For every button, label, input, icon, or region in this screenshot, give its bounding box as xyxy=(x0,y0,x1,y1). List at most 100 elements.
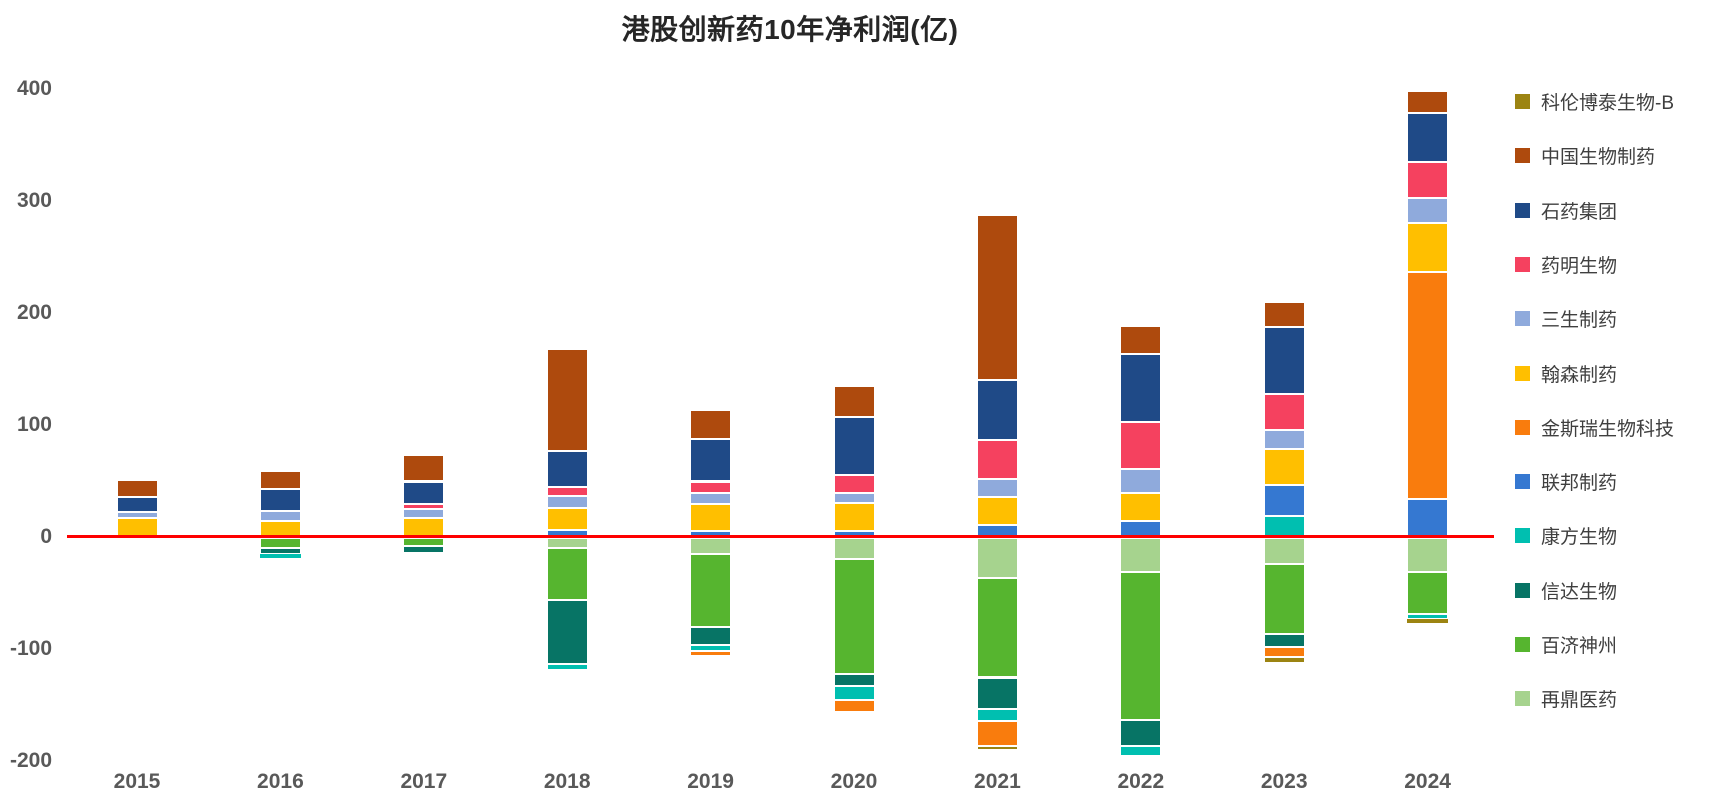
y-tick-label: -200 xyxy=(9,748,52,772)
bar-segment-三生制药-2015 xyxy=(116,511,158,519)
bar-segment-百济神州-2021 xyxy=(976,577,1018,678)
bar-segment-药明生物-2019 xyxy=(690,481,732,493)
legend-item-石药集团: 石药集团 xyxy=(1515,197,1617,224)
bar-segment-再鼎医药-2021 xyxy=(976,537,1018,578)
bar-segment-金斯瑞生物科技-2019 xyxy=(690,650,732,657)
bar-segment-康方生物-2019 xyxy=(690,645,732,651)
y-tick-label: 400 xyxy=(16,76,52,100)
bar-segment-信达生物-2017 xyxy=(403,546,445,554)
legend-swatch-icon xyxy=(1515,637,1530,652)
legend-swatch-icon xyxy=(1515,419,1530,435)
bar-segment-三生制药-2019 xyxy=(690,492,732,504)
legend-label: 翰森制药 xyxy=(1541,364,1618,386)
bar-segment-石药集团-2024 xyxy=(1407,113,1449,163)
bar-segment-科伦博泰生物-B-2023 xyxy=(1263,657,1305,663)
legend-label: 联邦制药 xyxy=(1541,473,1618,495)
legend-label: 康方生物 xyxy=(1541,527,1618,549)
legend-swatch-icon xyxy=(1515,691,1530,707)
bar-segment-药明生物-2021 xyxy=(976,440,1018,480)
bar-segment-中国生物制药-2015 xyxy=(116,480,158,498)
bar-segment-中国生物制药-2022 xyxy=(1120,325,1162,354)
bar-segment-信达生物-2018 xyxy=(546,600,588,665)
legend-label: 再鼎医药 xyxy=(1541,690,1618,712)
legend-item-信达生物: 信达生物 xyxy=(1515,577,1617,604)
chart-title: 港股创新药10年净利润(亿) xyxy=(621,14,959,45)
bar-segment-中国生物制药-2019 xyxy=(690,409,732,439)
bar-segment-康方生物-2016 xyxy=(259,554,301,558)
bar-segment-中国生物制药-2016 xyxy=(259,470,301,489)
legend-swatch-icon xyxy=(1515,256,1530,272)
bar-segment-康方生物-2022 xyxy=(1120,745,1162,756)
bar-segment-三生制药-2016 xyxy=(259,511,301,521)
bar-segment-百济神州-2016 xyxy=(259,537,301,548)
legend-label: 金斯瑞生物科技 xyxy=(1541,418,1675,440)
legend-label: 百济神州 xyxy=(1541,636,1618,657)
x-axis-label-2023: 2023 xyxy=(1260,770,1308,793)
bar-segment-再鼎医药-2018 xyxy=(546,537,588,548)
x-axis-label-2021: 2021 xyxy=(974,770,1021,793)
legend-label: 石药集团 xyxy=(1541,201,1618,223)
x-axis-label-2022: 2022 xyxy=(1117,770,1165,793)
bar-segment-药明生物-2017 xyxy=(403,503,445,509)
bar-segment-石药集团-2019 xyxy=(690,438,732,482)
bar-segment-中国生物制药-2018 xyxy=(546,349,588,452)
bar-segment-百济神州-2022 xyxy=(1120,572,1162,721)
bar-segment-三生制药-2022 xyxy=(1120,469,1162,493)
x-axis-label-2015: 2015 xyxy=(113,770,161,793)
bar-segment-百济神州-2018 xyxy=(546,547,588,601)
bar-segment-康方生物-2020 xyxy=(833,686,875,700)
legend-item-三生制药: 三生制药 xyxy=(1515,305,1617,332)
bar-segment-药明生物-2023 xyxy=(1263,394,1305,430)
bar-segment-三生制药-2024 xyxy=(1407,198,1449,223)
x-axis-label-2017: 2017 xyxy=(400,770,448,793)
bar-segment-中国生物制药-2023 xyxy=(1263,302,1305,327)
bar-segment-金斯瑞生物科技-2024 xyxy=(1407,272,1449,500)
bar-segment-翰森制药-2024 xyxy=(1407,222,1449,273)
bar-segment-翰森制药-2019 xyxy=(690,503,732,531)
legend-label: 三生制药 xyxy=(1541,310,1618,332)
bar-segment-再鼎医药-2023 xyxy=(1263,537,1305,565)
bar-segment-三生制药-2023 xyxy=(1263,429,1305,449)
x-axis-label-2019: 2019 xyxy=(687,770,734,793)
bar-segment-中国生物制药-2021 xyxy=(976,214,1018,380)
legend-swatch-icon xyxy=(1515,528,1530,544)
bar-segment-石药集团-2018 xyxy=(546,451,588,488)
bar-segment-再鼎医药-2019 xyxy=(690,537,732,555)
bar-segment-科伦博泰生物-B-2021 xyxy=(976,745,1018,751)
bar-segment-药明生物-2020 xyxy=(833,474,875,493)
bar-segment-中国生物制药-2017 xyxy=(403,454,445,482)
bar-segment-翰森制药-2020 xyxy=(833,502,875,531)
bar-segment-翰森制药-2018 xyxy=(546,508,588,530)
bar-segment-信达生物-2019 xyxy=(690,627,732,645)
bar-segment-百济神州-2020 xyxy=(833,558,875,675)
bar-segment-科伦博泰生物-B-2024 xyxy=(1407,619,1449,623)
y-tick-label: -100 xyxy=(9,636,52,660)
legend-item-联邦制药: 联邦制药 xyxy=(1515,468,1617,495)
bar-segment-三生制药-2017 xyxy=(403,508,445,519)
bar-segment-药明生物-2022 xyxy=(1120,422,1162,470)
bar-segment-联邦制药-2024 xyxy=(1407,499,1449,538)
legend-swatch-icon xyxy=(1515,148,1530,164)
legend-item-中国生物制药: 中国生物制药 xyxy=(1515,142,1655,169)
bar-segment-石药集团-2020 xyxy=(833,416,875,475)
bar-segment-金斯瑞生物科技-2021 xyxy=(976,721,1018,746)
bar-segment-百济神州-2017 xyxy=(403,537,445,547)
y-tick-label: 0 xyxy=(40,524,52,548)
bar-segment-中国生物制药-2024 xyxy=(1407,90,1449,113)
bar-segment-百济神州-2024 xyxy=(1407,572,1449,614)
bar-segment-药明生物-2024 xyxy=(1407,162,1449,199)
legend-label: 药明生物 xyxy=(1541,255,1618,277)
y-tick-label: 100 xyxy=(16,412,52,436)
legend-item-康方生物: 康方生物 xyxy=(1515,522,1617,549)
bar-segment-石药集团-2022 xyxy=(1120,353,1162,423)
legend-item-百济神州: 百济神州 xyxy=(1515,631,1617,658)
legend-swatch-icon xyxy=(1515,582,1530,598)
bar-segment-信达生物-2022 xyxy=(1120,720,1162,746)
bar-segment-三生制药-2018 xyxy=(546,496,588,509)
legend-label: 中国生物制药 xyxy=(1541,147,1656,169)
y-tick-label: 300 xyxy=(16,188,52,212)
bar-segment-康方生物-2021 xyxy=(976,708,1018,722)
legend-item-翰森制药: 翰森制药 xyxy=(1515,360,1617,387)
x-axis-label-2016: 2016 xyxy=(257,770,304,793)
bar-segment-翰森制药-2022 xyxy=(1120,492,1162,521)
